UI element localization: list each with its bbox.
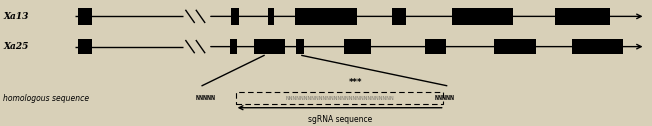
Bar bbox=[230, 39, 237, 54]
Bar bbox=[392, 8, 406, 25]
Text: NNNNN: NNNNN bbox=[196, 95, 216, 101]
Bar bbox=[295, 8, 357, 25]
Bar bbox=[572, 39, 623, 54]
Bar bbox=[254, 39, 285, 54]
Text: NNNNN: NNNNN bbox=[435, 95, 455, 101]
Text: NNNNNNNNNNNNNNNNNNNNNNNNNNNNN: NNNNNNNNNNNNNNNNNNNNNNNNNNNNN bbox=[286, 96, 394, 101]
Text: Xa25: Xa25 bbox=[3, 42, 29, 51]
Bar bbox=[344, 39, 371, 54]
Bar bbox=[78, 39, 92, 54]
Bar bbox=[231, 8, 239, 25]
Bar bbox=[296, 39, 304, 54]
Bar bbox=[451, 8, 513, 25]
Text: Xa13: Xa13 bbox=[3, 12, 29, 21]
Text: sgRNA sequence: sgRNA sequence bbox=[308, 115, 372, 124]
Bar bbox=[236, 92, 443, 104]
Bar bbox=[267, 8, 273, 25]
Text: homologous sequence: homologous sequence bbox=[3, 94, 89, 103]
Text: ***: *** bbox=[349, 78, 363, 87]
Bar bbox=[555, 8, 610, 25]
Bar bbox=[425, 39, 446, 54]
Bar bbox=[494, 39, 536, 54]
Bar bbox=[78, 8, 92, 25]
